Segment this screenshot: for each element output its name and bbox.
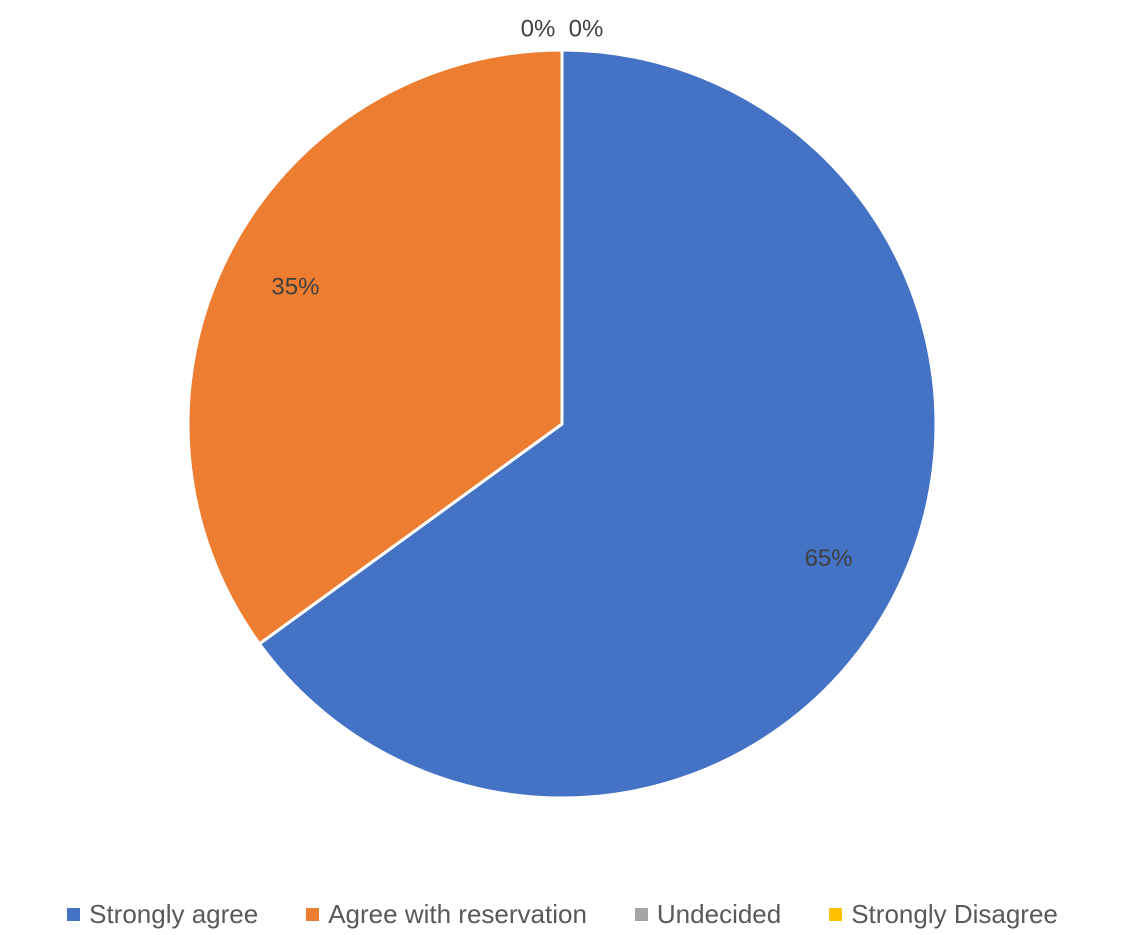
legend-label-undecided: Undecided (656, 898, 782, 929)
data-label-undecided: 0% (521, 15, 556, 42)
legend-item-strongly-disagree: Strongly Disagree (829, 899, 1058, 930)
legend-swatch-undecided (634, 907, 648, 921)
legend-label-strongly-agree: Strongly agree (89, 898, 259, 929)
data-label-strongly-agree: 65% (805, 545, 853, 572)
legend-swatch-strongly-agree (67, 907, 81, 921)
legend-item-undecided: Undecided (634, 898, 782, 930)
legend-label-agree-with-reservation: Agree with reservation (328, 898, 587, 929)
chart-legend: Strongly agree Agree with reservation Un… (0, 896, 1125, 932)
pie-chart-plot: 65% 35% 0% 0% (186, 15, 938, 800)
legend-item-strongly-agree: Strongly agree (67, 899, 258, 930)
legend-label-strongly-disagree: Strongly Disagree (851, 898, 1058, 929)
data-label-agree-with-reservation: 35% (271, 274, 319, 301)
legend-item-agree-with-reservation: Agree with reservation (306, 899, 587, 930)
data-label-strongly-disagree: 0% (569, 15, 604, 42)
pie-slice-agree-with-reservation (186, 48, 564, 646)
legend-swatch-strongly-disagree (829, 907, 843, 921)
pie-slice-strongly-agree (257, 48, 938, 800)
legend-swatch-agree-with-reservation (306, 907, 320, 921)
